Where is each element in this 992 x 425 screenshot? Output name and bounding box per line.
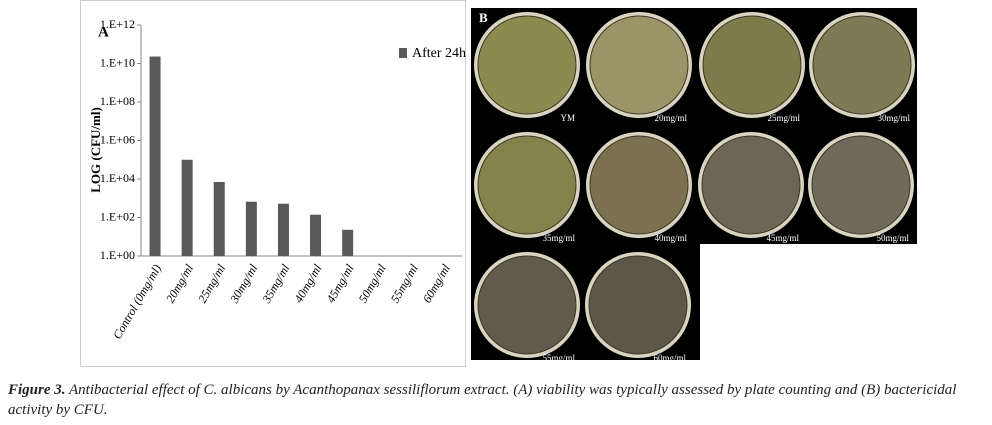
- y-axis-label: LOG (CFU/ml): [88, 107, 103, 193]
- plate-label: 35mg/ml: [542, 233, 575, 243]
- bar: [149, 56, 161, 256]
- bar: [213, 181, 225, 256]
- y-tick-label: 1.E+06: [100, 132, 135, 146]
- plate-label: 30mg/ml: [877, 113, 910, 123]
- y-tick-label: 1.E+12: [100, 17, 135, 31]
- petri-dish: [701, 135, 801, 235]
- plate-label: 55mg/ml: [542, 353, 575, 363]
- bar: [181, 159, 193, 256]
- petri-dish: [812, 15, 912, 115]
- bar: [277, 203, 289, 256]
- petri-dish: [702, 15, 802, 115]
- plate-label: 60mg/ml: [653, 353, 686, 363]
- chart-frame: [80, 0, 466, 367]
- petri-dish: [589, 135, 689, 235]
- petri-dish: [588, 255, 688, 355]
- plate-label: 50mg/ml: [876, 233, 909, 243]
- plate-label: 25mg/ml: [767, 113, 800, 123]
- y-tick-label: 1.E+04: [100, 171, 135, 185]
- figure: A LOG (CFU/ml) B 1.E+00 1.E+02 1.E+04 1.E+0…: [80, 0, 917, 367]
- petri-dish: [477, 255, 577, 355]
- y-tick-label: 1.E+02: [100, 209, 135, 223]
- caption-text: Antibacterial effect of C. albicans by A…: [8, 382, 957, 418]
- caption-label: Figure 3.: [8, 382, 66, 398]
- plate-label: 20mg/ml: [654, 113, 687, 123]
- plate-label: 40mg/ml: [654, 233, 687, 243]
- legend-label: After 24h: [412, 46, 466, 61]
- legend-swatch: [399, 48, 407, 58]
- y-tick-label: 1.E+00: [100, 248, 135, 262]
- panel-label: A: [98, 24, 109, 40]
- bar: [310, 214, 322, 256]
- caption: Figure 3. Antibacterial effect of C. alb…: [8, 380, 984, 420]
- petri-dish: [811, 135, 911, 235]
- petri-dish: [589, 15, 689, 115]
- plate-label: 45mg/ml: [766, 233, 799, 243]
- petri-dish: [477, 135, 577, 235]
- y-tick-label: 1.E+10: [100, 55, 135, 69]
- bar: [245, 201, 257, 256]
- plate-label: YM: [560, 113, 575, 123]
- bar: [342, 229, 354, 256]
- petri-dish: [477, 15, 577, 115]
- panel-label: B: [479, 10, 488, 25]
- y-tick-label: 1.E+08: [100, 94, 135, 108]
